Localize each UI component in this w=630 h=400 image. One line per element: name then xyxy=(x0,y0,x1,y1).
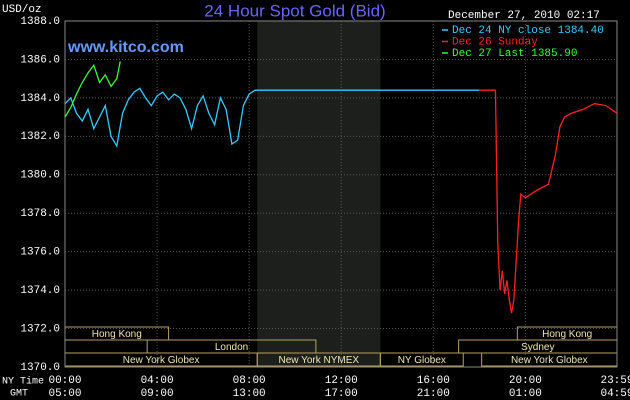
x-tick-label: 00:00 xyxy=(48,375,81,387)
watermark: www.kitco.com xyxy=(67,39,184,56)
legend-label: Dec 24 NY close 1384.40 xyxy=(452,25,604,37)
x2-tick-label: 01:00 xyxy=(509,388,542,400)
series-line xyxy=(64,87,480,148)
session-box xyxy=(379,352,464,367)
session-label: Sydney xyxy=(521,342,554,353)
session-label: London xyxy=(215,342,248,353)
session-label: Hong Kong xyxy=(92,329,142,340)
x-tick-label: 12:00 xyxy=(325,375,358,387)
y-tick-label: 1386.0 xyxy=(20,54,60,66)
x2-axis-label: GMT xyxy=(10,389,28,400)
y-tick-label: 1370.0 xyxy=(20,362,60,374)
session-label: NY Globex xyxy=(398,355,446,366)
y-tick-label: 1382.0 xyxy=(20,131,60,143)
y-tick-label: 1388.0 xyxy=(20,16,60,28)
x-tick-label: 08:00 xyxy=(233,375,266,387)
timestamp: December 27, 2010 02:17 xyxy=(448,10,600,22)
session-label: New York Globex xyxy=(511,355,588,366)
x-tick-label: 20:00 xyxy=(509,375,542,387)
y-tick-label: 1384.0 xyxy=(20,93,60,105)
legend-label: Dec 26 Sunday xyxy=(452,36,538,48)
y-axis-label: USD/oz xyxy=(2,4,42,16)
series-line xyxy=(479,89,618,314)
x-tick-label: 23:59 xyxy=(600,375,630,387)
shaded-session xyxy=(257,21,381,367)
x2-tick-label: 04:59 xyxy=(600,388,630,400)
x2-tick-label: 13:00 xyxy=(233,388,266,400)
plot-border xyxy=(64,20,618,368)
session-label: New York NYMEX xyxy=(278,355,359,366)
legend-label: Dec 27 Last 1385.90 xyxy=(452,48,577,60)
session-label: New York Globex xyxy=(123,355,200,366)
x2-tick-label: 09:00 xyxy=(141,388,174,400)
y-tick-label: 1380.0 xyxy=(20,170,60,182)
chart-title: 24 Hour Spot Gold (Bid) xyxy=(204,1,385,20)
series-line xyxy=(64,61,121,118)
x-axis-label: NY Time xyxy=(2,376,44,388)
y-tick-label: 1374.0 xyxy=(20,285,60,297)
x2-tick-label: 21:00 xyxy=(417,388,450,400)
x-tick-label: 16:00 xyxy=(417,375,450,387)
y-tick-label: 1378.0 xyxy=(20,208,60,220)
y-tick-label: 1372.0 xyxy=(20,323,60,335)
y-tick-label: 1376.0 xyxy=(20,247,60,259)
x-tick-label: 04:00 xyxy=(141,375,174,387)
x2-tick-label: 17:00 xyxy=(325,388,358,400)
session-label: Hong Kong xyxy=(542,329,592,340)
x2-tick-label: 05:00 xyxy=(48,388,81,400)
